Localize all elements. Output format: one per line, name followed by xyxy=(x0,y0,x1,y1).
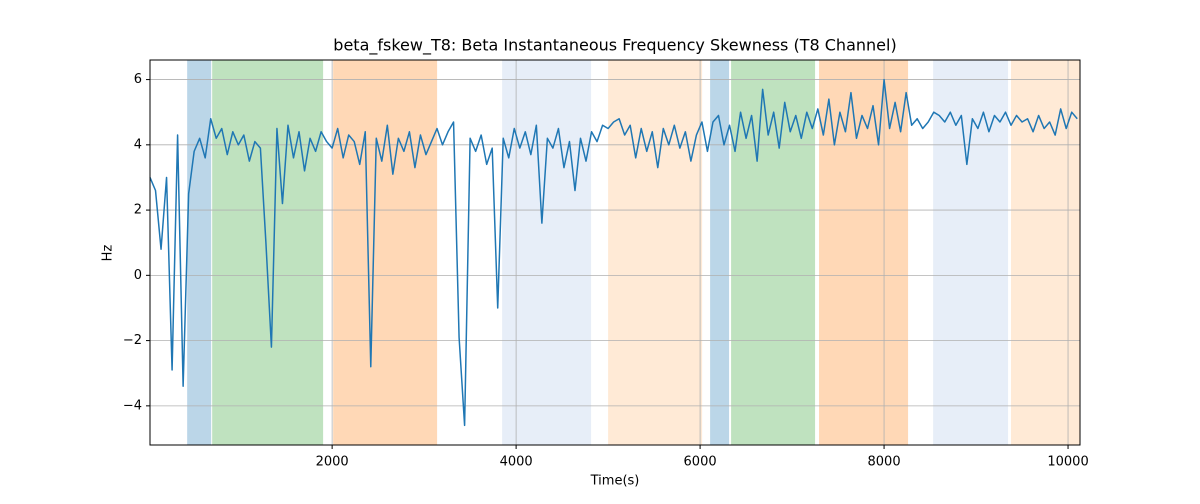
shaded-span xyxy=(608,60,703,445)
data-line xyxy=(149,78,1078,427)
shaded-span xyxy=(212,60,324,445)
shaded-span xyxy=(731,60,816,445)
x-tick-label: 6000 xyxy=(684,455,717,470)
x-tick-label: 4000 xyxy=(500,455,533,470)
y-tick-label: 0 xyxy=(134,268,142,283)
y-tick-label: 4 xyxy=(134,137,142,152)
shaded-span xyxy=(819,60,909,445)
shaded-span xyxy=(710,60,730,445)
y-axis-label: Hz xyxy=(101,245,116,262)
x-tick-label: 10000 xyxy=(1047,455,1088,470)
shaded-span xyxy=(187,60,212,445)
x-tick-label: 8000 xyxy=(868,455,901,470)
x-axis-label: Time(s) xyxy=(590,474,640,489)
plot-frame xyxy=(149,59,1081,446)
y-tick-label: −2 xyxy=(123,333,142,348)
chart-title: beta_fskew_T8: Beta Instantaneous Freque… xyxy=(333,36,896,56)
y-tick-label: 2 xyxy=(134,203,142,218)
shaded-span xyxy=(502,60,592,445)
shaded-span xyxy=(1011,60,1080,445)
shaded-span xyxy=(933,60,1009,445)
shaded-span xyxy=(333,60,438,445)
x-tick-label: 2000 xyxy=(316,455,349,470)
y-tick-label: −4 xyxy=(123,398,142,413)
y-tick-label: 6 xyxy=(134,72,142,87)
